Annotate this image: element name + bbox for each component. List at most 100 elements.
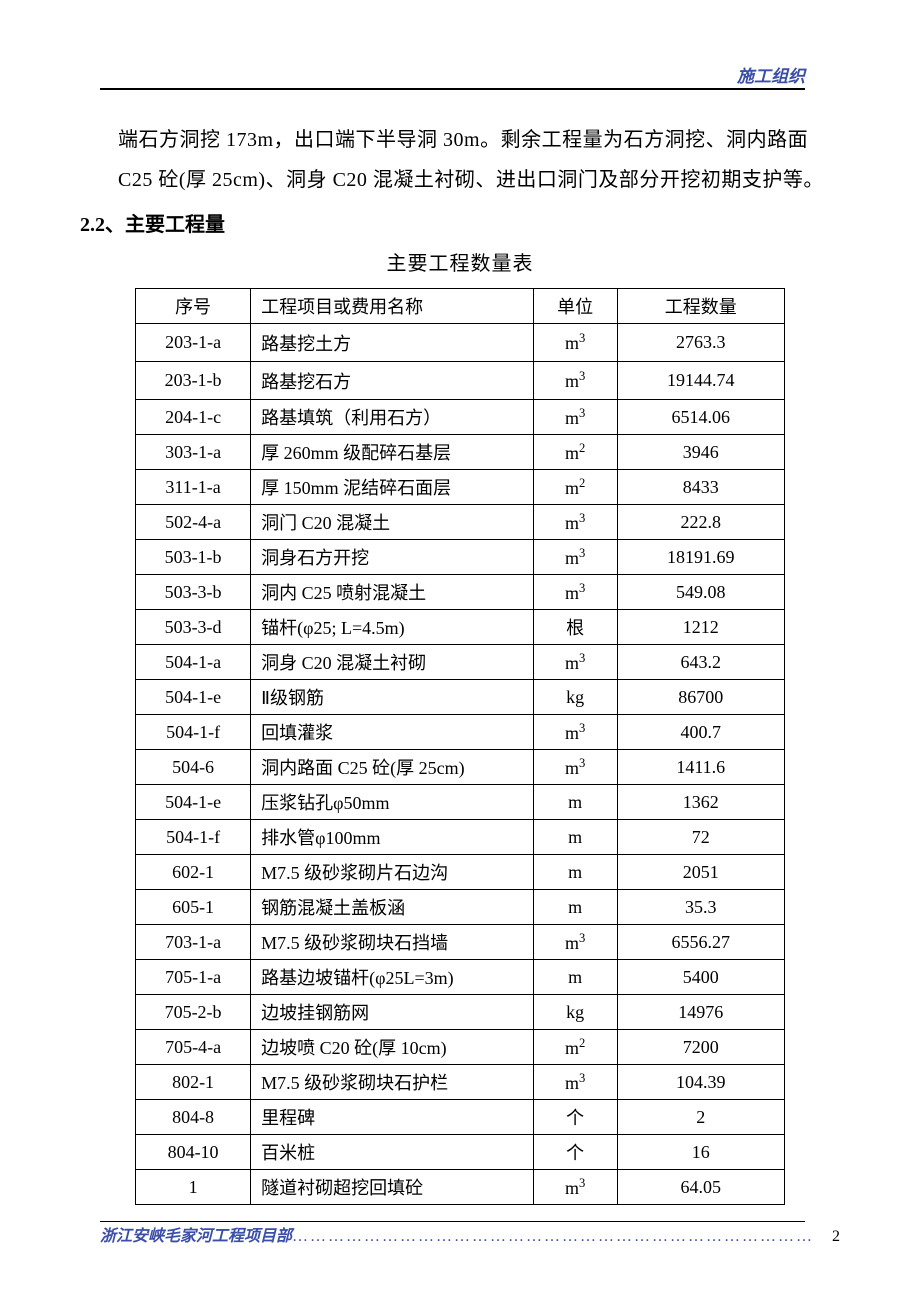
cell-name: 厚 150mm 泥结碎石面层 [251, 470, 534, 505]
cell-seq: 204-1-c [136, 400, 251, 435]
cell-qty: 35.3 [617, 890, 785, 925]
table-row: 504-1-a洞身 C20 混凝土衬砌m3643.2 [136, 645, 785, 680]
cell-name: 压浆钻孔φ50mm [251, 785, 534, 820]
table-row: 602-1M7.5 级砂浆砌片石边沟m2051 [136, 855, 785, 890]
cell-unit: m2 [533, 435, 617, 470]
cell-qty: 64.05 [617, 1170, 785, 1205]
cell-qty: 3946 [617, 435, 785, 470]
table-row: 804-10百米桩个16 [136, 1135, 785, 1170]
cell-name: 洞内 C25 喷射混凝土 [251, 575, 534, 610]
cell-qty: 5400 [617, 960, 785, 995]
cell-seq: 802-1 [136, 1065, 251, 1100]
cell-name: 排水管φ100mm [251, 820, 534, 855]
header-category: 施工组织 [737, 62, 805, 87]
cell-qty: 549.08 [617, 575, 785, 610]
table-title: 主要工程数量表 [80, 247, 840, 276]
cell-seq: 504-1-a [136, 645, 251, 680]
cell-unit: m [533, 960, 617, 995]
cell-name: 边坡喷 C20 砼(厚 10cm) [251, 1030, 534, 1065]
cell-qty: 2 [617, 1100, 785, 1135]
cell-qty: 1212 [617, 610, 785, 645]
cell-qty: 14976 [617, 995, 785, 1030]
cell-name: 洞内路面 C25 砼(厚 25cm) [251, 750, 534, 785]
cell-name: Ⅱ级钢筋 [251, 680, 534, 715]
cell-seq: 504-1-e [136, 680, 251, 715]
cell-qty: 7200 [617, 1030, 785, 1065]
cell-unit: kg [533, 680, 617, 715]
table-row: 503-3-b洞内 C25 喷射混凝土m3549.08 [136, 575, 785, 610]
header-qty: 工程数量 [617, 289, 785, 324]
cell-qty: 643.2 [617, 645, 785, 680]
cell-qty: 6556.27 [617, 925, 785, 960]
section-number: 2.2、 [80, 214, 125, 236]
table-row: 705-1-a路基边坡锚杆(φ25L=3m)m5400 [136, 960, 785, 995]
cell-unit: m3 [533, 1065, 617, 1100]
cell-qty: 18191.69 [617, 540, 785, 575]
cell-seq: 703-1-a [136, 925, 251, 960]
table-body: 203-1-a路基挖土方m32763.3203-1-b路基挖石方m319144.… [136, 324, 785, 1205]
table-row: 503-1-b洞身石方开挖m318191.69 [136, 540, 785, 575]
cell-name: 锚杆(φ25; L=4.5m) [251, 610, 534, 645]
table-row: 705-4-a边坡喷 C20 砼(厚 10cm)m27200 [136, 1030, 785, 1065]
cell-name: 洞身 C20 混凝土衬砌 [251, 645, 534, 680]
cell-qty: 1411.6 [617, 750, 785, 785]
cell-seq: 203-1-a [136, 324, 251, 362]
cell-name: 边坡挂钢筋网 [251, 995, 534, 1030]
cell-name: 百米桩 [251, 1135, 534, 1170]
table-row: 503-3-d锚杆(φ25; L=4.5m)根1212 [136, 610, 785, 645]
cell-unit: m3 [533, 505, 617, 540]
cell-qty: 86700 [617, 680, 785, 715]
cell-seq: 804-8 [136, 1100, 251, 1135]
cell-qty: 16 [617, 1135, 785, 1170]
section-title: 主要工程量 [125, 214, 225, 236]
cell-qty: 222.8 [617, 505, 785, 540]
cell-qty: 2051 [617, 855, 785, 890]
table-row: 804-8里程碑个2 [136, 1100, 785, 1135]
cell-name: 回填灌浆 [251, 715, 534, 750]
table-row: 703-1-aM7.5 级砂浆砌块石挡墙m36556.27 [136, 925, 785, 960]
table-row: 1隧道衬砌超挖回填砼m364.05 [136, 1170, 785, 1205]
cell-unit: m3 [533, 324, 617, 362]
table-row: 504-1-f排水管φ100mmm72 [136, 820, 785, 855]
cell-qty: 400.7 [617, 715, 785, 750]
cell-qty: 1362 [617, 785, 785, 820]
cell-name: M7.5 级砂浆砌块石挡墙 [251, 925, 534, 960]
body-paragraph: 端石方洞挖 173m，出口端下半导洞 30m。剩余工程量为石方洞挖、洞内路面 C… [118, 120, 840, 200]
table-row: 504-6洞内路面 C25 砼(厚 25cm)m31411.6 [136, 750, 785, 785]
cell-seq: 504-1-f [136, 715, 251, 750]
cell-seq: 203-1-b [136, 362, 251, 400]
cell-unit: m [533, 785, 617, 820]
cell-seq: 1 [136, 1170, 251, 1205]
cell-name: 路基挖土方 [251, 324, 534, 362]
cell-seq: 705-4-a [136, 1030, 251, 1065]
table-row: 605-1钢筋混凝土盖板涵m35.3 [136, 890, 785, 925]
cell-seq: 605-1 [136, 890, 251, 925]
header-rule [100, 88, 805, 91]
cell-seq: 705-2-b [136, 995, 251, 1030]
cell-unit: m3 [533, 715, 617, 750]
table-row: 203-1-a路基挖土方m32763.3 [136, 324, 785, 362]
header-unit: 单位 [533, 289, 617, 324]
cell-unit: 个 [533, 1135, 617, 1170]
cell-seq: 303-1-a [136, 435, 251, 470]
cell-unit: m3 [533, 400, 617, 435]
table-row: 203-1-b路基挖石方m319144.74 [136, 362, 785, 400]
cell-unit: kg [533, 995, 617, 1030]
cell-qty: 19144.74 [617, 362, 785, 400]
cell-unit: m2 [533, 1030, 617, 1065]
cell-unit: m3 [533, 1170, 617, 1205]
cell-unit: 根 [533, 610, 617, 645]
cell-qty: 72 [617, 820, 785, 855]
table-row: 502-4-a洞门 C20 混凝土m3222.8 [136, 505, 785, 540]
cell-seq: 705-1-a [136, 960, 251, 995]
cell-name: 厚 260mm 级配碎石基层 [251, 435, 534, 470]
cell-name: 洞身石方开挖 [251, 540, 534, 575]
cell-name: M7.5 级砂浆砌块石护栏 [251, 1065, 534, 1100]
table-row: 802-1M7.5 级砂浆砌块石护栏m3104.39 [136, 1065, 785, 1100]
cell-seq: 503-1-b [136, 540, 251, 575]
cell-name: 隧道衬砌超挖回填砼 [251, 1170, 534, 1205]
cell-unit: m3 [533, 575, 617, 610]
cell-seq: 504-1-f [136, 820, 251, 855]
table-row: 705-2-b边坡挂钢筋网kg14976 [136, 995, 785, 1030]
cell-seq: 804-10 [136, 1135, 251, 1170]
